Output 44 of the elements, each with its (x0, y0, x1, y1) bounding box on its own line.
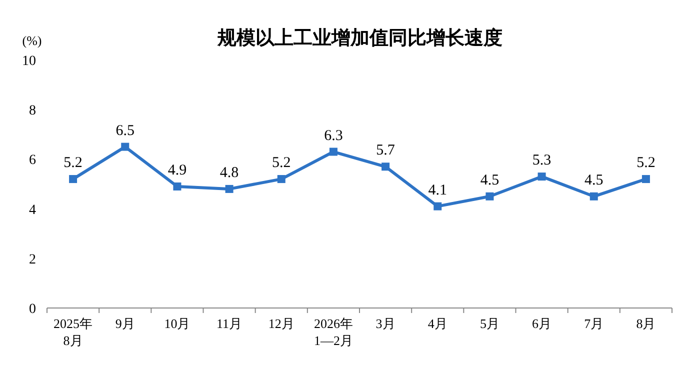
y-tick-label: 8 (29, 104, 36, 119)
x-tick-label: 2025年 8月 (54, 316, 93, 348)
x-tick-label: 2026年 1—2月 (314, 316, 353, 348)
point (69, 175, 78, 184)
data-label: 5.2 (64, 155, 82, 172)
x-tick-label: 3月 (376, 316, 396, 331)
x-tick-label: 7月 (584, 316, 604, 331)
point (486, 192, 494, 200)
x-tick-label: 10月 (164, 316, 190, 331)
data-label: 4.8 (220, 164, 239, 181)
point (225, 184, 234, 193)
data-label: 6.3 (324, 128, 343, 144)
point (590, 192, 598, 200)
y-tick-label: 6 (29, 153, 36, 168)
data-label: 4.5 (480, 172, 500, 188)
point (382, 162, 390, 171)
y-tick-label: 0 (29, 302, 36, 317)
point (642, 175, 650, 184)
data-label: 4.1 (428, 182, 447, 198)
y-tick-label: 4 (29, 202, 36, 218)
x-tick-label: 5月 (480, 316, 500, 331)
x-tick-label: 4月 (428, 316, 448, 331)
ylabel: (%) (22, 33, 42, 48)
x-tick-label: 9月 (115, 316, 135, 331)
point (329, 148, 338, 156)
data-label: 5.7 (376, 142, 396, 159)
y-tick-label: 2 (29, 252, 36, 268)
data-label: 4.9 (168, 162, 187, 178)
x-tick-label: 6月 (532, 316, 552, 331)
point (173, 182, 182, 190)
data-label: 5.3 (532, 152, 552, 169)
x-tick-label: 11月 (216, 316, 242, 331)
point (538, 172, 546, 181)
y-tick-label: 10 (22, 54, 36, 69)
title: 规模以上工业增加值同比增长速度 (218, 27, 502, 49)
data-label: 4.5 (584, 172, 604, 188)
data-label: 5.2 (272, 155, 291, 172)
data-label: 5.2 (636, 155, 656, 172)
point (434, 202, 442, 210)
x-tick-label: 12月 (268, 316, 294, 331)
point (121, 142, 130, 151)
point (277, 175, 286, 184)
data-label: 6.5 (116, 122, 134, 139)
x-tick-label: 8月 (636, 316, 656, 331)
